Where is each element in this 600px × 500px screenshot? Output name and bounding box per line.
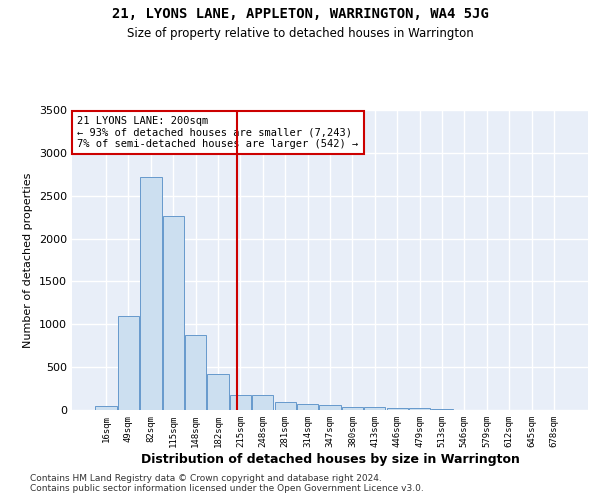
Bar	[431, 408, 452, 410]
Text: Size of property relative to detached houses in Warrington: Size of property relative to detached ho…	[127, 28, 473, 40]
Bar	[297, 404, 318, 410]
Bar	[409, 408, 430, 410]
Bar	[230, 396, 251, 410]
Bar	[364, 408, 385, 410]
Y-axis label: Number of detached properties: Number of detached properties	[23, 172, 34, 348]
Text: 21 LYONS LANE: 200sqm
← 93% of detached houses are smaller (7,243)
7% of semi-de: 21 LYONS LANE: 200sqm ← 93% of detached …	[77, 116, 358, 149]
Bar	[319, 406, 341, 410]
Bar	[118, 316, 139, 410]
Bar	[252, 396, 274, 410]
Bar	[275, 402, 296, 410]
Text: Contains public sector information licensed under the Open Government Licence v3: Contains public sector information licen…	[30, 484, 424, 493]
Bar	[163, 216, 184, 410]
Bar	[140, 177, 161, 410]
Bar	[185, 336, 206, 410]
Bar	[386, 408, 408, 410]
Bar	[208, 374, 229, 410]
Text: Contains HM Land Registry data © Crown copyright and database right 2024.: Contains HM Land Registry data © Crown c…	[30, 474, 382, 483]
Bar	[342, 408, 363, 410]
Text: 21, LYONS LANE, APPLETON, WARRINGTON, WA4 5JG: 21, LYONS LANE, APPLETON, WARRINGTON, WA…	[112, 8, 488, 22]
Bar	[95, 406, 117, 410]
Text: Distribution of detached houses by size in Warrington: Distribution of detached houses by size …	[140, 452, 520, 466]
